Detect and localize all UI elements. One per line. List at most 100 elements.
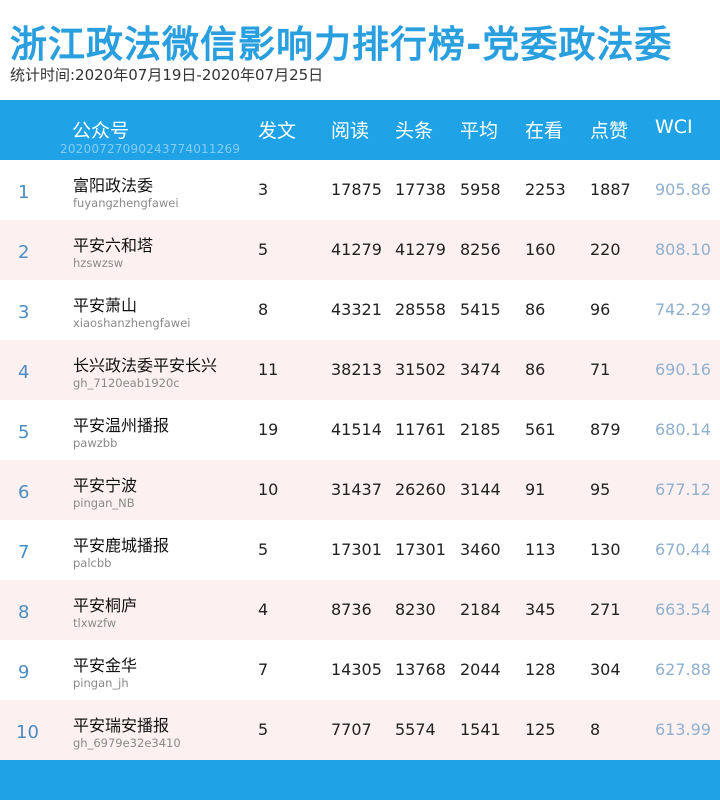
page-title: 浙江政法微信影响力排行榜-党委政法委: [10, 23, 673, 66]
headline-value: 11761: [395, 420, 446, 439]
table-row: 2 平安六和塔 hzswzsw 5 41279 41279 8256 160 2…: [0, 220, 720, 280]
watching-value: 160: [525, 240, 556, 259]
watching-value: 86: [525, 300, 546, 319]
average-value: 3144: [460, 480, 501, 499]
account-id: tlxwzfw: [73, 616, 117, 630]
average-value: 5958: [460, 180, 501, 199]
account-name: 平安鹿城播报: [73, 536, 170, 555]
posts-value: 5: [258, 540, 269, 559]
account-id: palcbb: [73, 556, 112, 570]
watching-value: 91: [525, 480, 546, 499]
posts-value: 7: [258, 660, 269, 679]
col-watching: 在看: [525, 120, 564, 142]
rank: 6: [18, 482, 30, 503]
posts-value: 11: [258, 360, 279, 379]
table-row: 10 平安瑞安播报 gh_6979e32e3410 5 7707 5574 15…: [0, 700, 720, 760]
average-value: 1541: [460, 720, 501, 739]
likes-value: 271: [590, 600, 621, 619]
reads-value: 14305: [331, 660, 382, 679]
watching-value: 561: [525, 420, 556, 439]
wci-value: 742.29: [655, 300, 711, 319]
average-value: 2184: [460, 600, 501, 619]
col-posts: 发文: [258, 120, 297, 142]
average-value: 3474: [460, 360, 501, 379]
reads-value: 17301: [331, 540, 382, 559]
posts-value: 5: [258, 240, 269, 259]
table-row: 8 平安桐庐 tlxwzfw 4 8736 8230 2184 345 271 …: [0, 580, 720, 640]
average-value: 2185: [460, 420, 501, 439]
likes-value: 95: [590, 480, 611, 499]
rank: 2: [18, 242, 30, 263]
headline-value: 31502: [395, 360, 446, 379]
rank: 7: [18, 542, 30, 563]
account-id: pingan_NB: [73, 496, 135, 510]
wci-value: 670.44: [655, 540, 711, 559]
account-id: gh_7120eab1920c: [73, 376, 180, 390]
wci-value: 808.10: [655, 240, 711, 259]
headline-value: 17738: [395, 180, 446, 199]
account-name: 平安宁波: [73, 476, 138, 495]
account-name: 平安温州播报: [73, 416, 170, 435]
likes-value: 879: [590, 420, 621, 439]
rank: 9: [18, 662, 30, 683]
account-name: 平安瑞安播报: [73, 716, 170, 735]
average-value: 2044: [460, 660, 501, 679]
reads-value: 8736: [331, 600, 372, 619]
posts-value: 3: [258, 180, 269, 199]
reads-value: 41279: [331, 240, 382, 259]
average-value: 8256: [460, 240, 501, 259]
account-name: 长兴政法委平安长兴: [73, 356, 218, 375]
headline-value: 41279: [395, 240, 446, 259]
posts-value: 19: [258, 420, 279, 439]
watching-value: 113: [525, 540, 556, 559]
rank: 3: [18, 302, 30, 323]
col-likes: 点赞: [590, 120, 629, 142]
table-row: 3 平安萧山 xiaoshanzhengfawei 8 43321 28558 …: [0, 280, 720, 340]
stat-period: 统计时间:2020年07月19日-2020年07月25日: [10, 66, 324, 84]
headline-value: 8230: [395, 600, 436, 619]
table-row: 9 平安金华 pingan_jh 7 14305 13768 2044 128 …: [0, 640, 720, 700]
likes-value: 71: [590, 360, 611, 379]
watching-value: 125: [525, 720, 556, 739]
account-name: 平安桐庐: [73, 596, 138, 615]
rank: 5: [18, 422, 30, 443]
wci-value: 680.14: [655, 420, 711, 439]
reads-value: 38213: [331, 360, 382, 379]
posts-value: 4: [258, 600, 269, 619]
average-value: 5415: [460, 300, 501, 319]
wci-value: 613.99: [655, 720, 711, 739]
col-account: 公众号: [72, 120, 130, 142]
table-row: 1 富阳政法委 fuyangzhengfawei 3 17875 17738 5…: [0, 160, 720, 220]
col-average: 平均: [460, 120, 499, 142]
ranking-table-body: 1 富阳政法委 fuyangzhengfawei 3 17875 17738 5…: [0, 160, 720, 760]
account-name: 富阳政法委: [73, 176, 154, 195]
col-wci: WCI: [655, 116, 693, 138]
rank: 8: [18, 602, 30, 623]
headline-value: 26260: [395, 480, 446, 499]
headline-value: 5574: [395, 720, 436, 739]
posts-value: 10: [258, 480, 279, 499]
wci-value: 690.16: [655, 360, 711, 379]
posts-value: 8: [258, 300, 269, 319]
reads-value: 7707: [331, 720, 372, 739]
rank: 1: [18, 182, 30, 203]
wci-value: 677.12: [655, 480, 711, 499]
wci-value: 905.86: [655, 180, 711, 199]
likes-value: 1887: [590, 180, 631, 199]
header-id-watermark: 20200727090243774011269: [60, 142, 241, 156]
account-id: pawzbb: [73, 436, 118, 450]
likes-value: 96: [590, 300, 611, 319]
likes-value: 8: [590, 720, 601, 739]
watching-value: 2253: [525, 180, 566, 199]
reads-value: 41514: [331, 420, 382, 439]
likes-value: 220: [590, 240, 621, 259]
footer-bar: [0, 760, 720, 800]
account-name: 平安萧山: [73, 296, 138, 315]
reads-value: 43321: [331, 300, 382, 319]
headline-value: 28558: [395, 300, 446, 319]
account-id: fuyangzhengfawei: [73, 196, 179, 210]
watching-value: 345: [525, 600, 556, 619]
account-name: 平安金华: [73, 656, 138, 675]
posts-value: 5: [258, 720, 269, 739]
wci-value: 627.88: [655, 660, 711, 679]
